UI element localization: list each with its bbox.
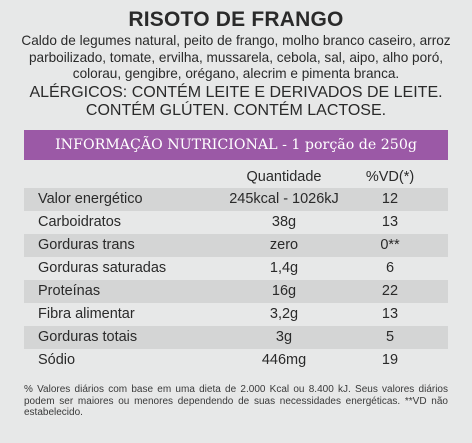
- column-header-vd: %VD(*): [365, 169, 415, 185]
- nutrient-quantity: 3,2g: [269, 306, 299, 322]
- table-header-row: Quantidade %VD(*): [24, 166, 448, 188]
- footnote: % Valores diários com base em uma dieta …: [24, 384, 448, 418]
- table-row: Gorduras trans zero 0**: [24, 234, 448, 257]
- nutrient-name: Gorduras trans: [38, 237, 135, 253]
- nutrient-name: Proteínas: [38, 283, 101, 299]
- nutrient-vd: 19: [381, 352, 399, 368]
- nutrient-quantity: 3g: [275, 329, 293, 345]
- nutrient-quantity: 38g: [271, 214, 297, 230]
- allergens-block: ALÉRGICOS: CONTÉM LEITE E DERIVADOS DE L…: [10, 84, 462, 121]
- nutrient-name: Gorduras saturadas: [38, 260, 167, 276]
- allergens-line-2: CONTÉM GLÚTEN. CONTÉM LACTOSE.: [85, 102, 387, 119]
- nutrient-vd: 12: [381, 191, 399, 207]
- table-row: Gorduras saturadas 1,4g 6: [24, 257, 448, 280]
- table-row: Sódio 446mg 19: [24, 349, 448, 372]
- nutrition-header: INFORMAÇÃO NUTRICIONAL - 1 porção de 250…: [24, 130, 448, 160]
- nutrition-table: Quantidade %VD(*) Valor energético 245kc…: [24, 166, 448, 372]
- nutrient-name: Valor energético: [38, 191, 143, 207]
- allergens-line-1: ALÉRGICOS: CONTÉM LEITE E DERIVADOS DE L…: [29, 83, 443, 101]
- column-header-quantity: Quantidade: [246, 169, 322, 185]
- nutrient-vd: 5: [385, 329, 395, 345]
- product-title: RISOTO DE FRANGO: [128, 8, 344, 31]
- nutrient-name: Fibra alimentar: [38, 306, 135, 322]
- nutrient-vd: 13: [381, 306, 399, 322]
- ingredients-text: Caldo de legumes natural, peito de frang…: [21, 33, 451, 81]
- nutrient-quantity: 446mg: [261, 352, 307, 368]
- table-row: Proteínas 16g 22: [24, 280, 448, 303]
- nutrient-quantity: 245kcal - 1026kJ: [229, 191, 339, 207]
- nutrient-vd: 13: [381, 214, 399, 230]
- nutrient-vd: 6: [385, 260, 395, 276]
- nutrient-quantity: 1,4g: [269, 260, 299, 276]
- nutrient-name: Gorduras totais: [38, 329, 138, 345]
- nutrient-vd: 0**: [380, 237, 400, 253]
- table-row: Gorduras totais 3g 5: [24, 326, 448, 349]
- nutrient-vd: 22: [381, 283, 399, 299]
- nutrient-quantity: 16g: [271, 283, 297, 299]
- nutrient-quantity: zero: [269, 237, 299, 253]
- table-row: Carboidratos 38g 13: [24, 211, 448, 234]
- nutrient-name: Carboidratos: [38, 214, 122, 230]
- nutrient-name: Sódio: [38, 352, 76, 368]
- table-row: Fibra alimentar 3,2g 13: [24, 303, 448, 326]
- table-row: Valor energético 245kcal - 1026kJ 12: [24, 188, 448, 211]
